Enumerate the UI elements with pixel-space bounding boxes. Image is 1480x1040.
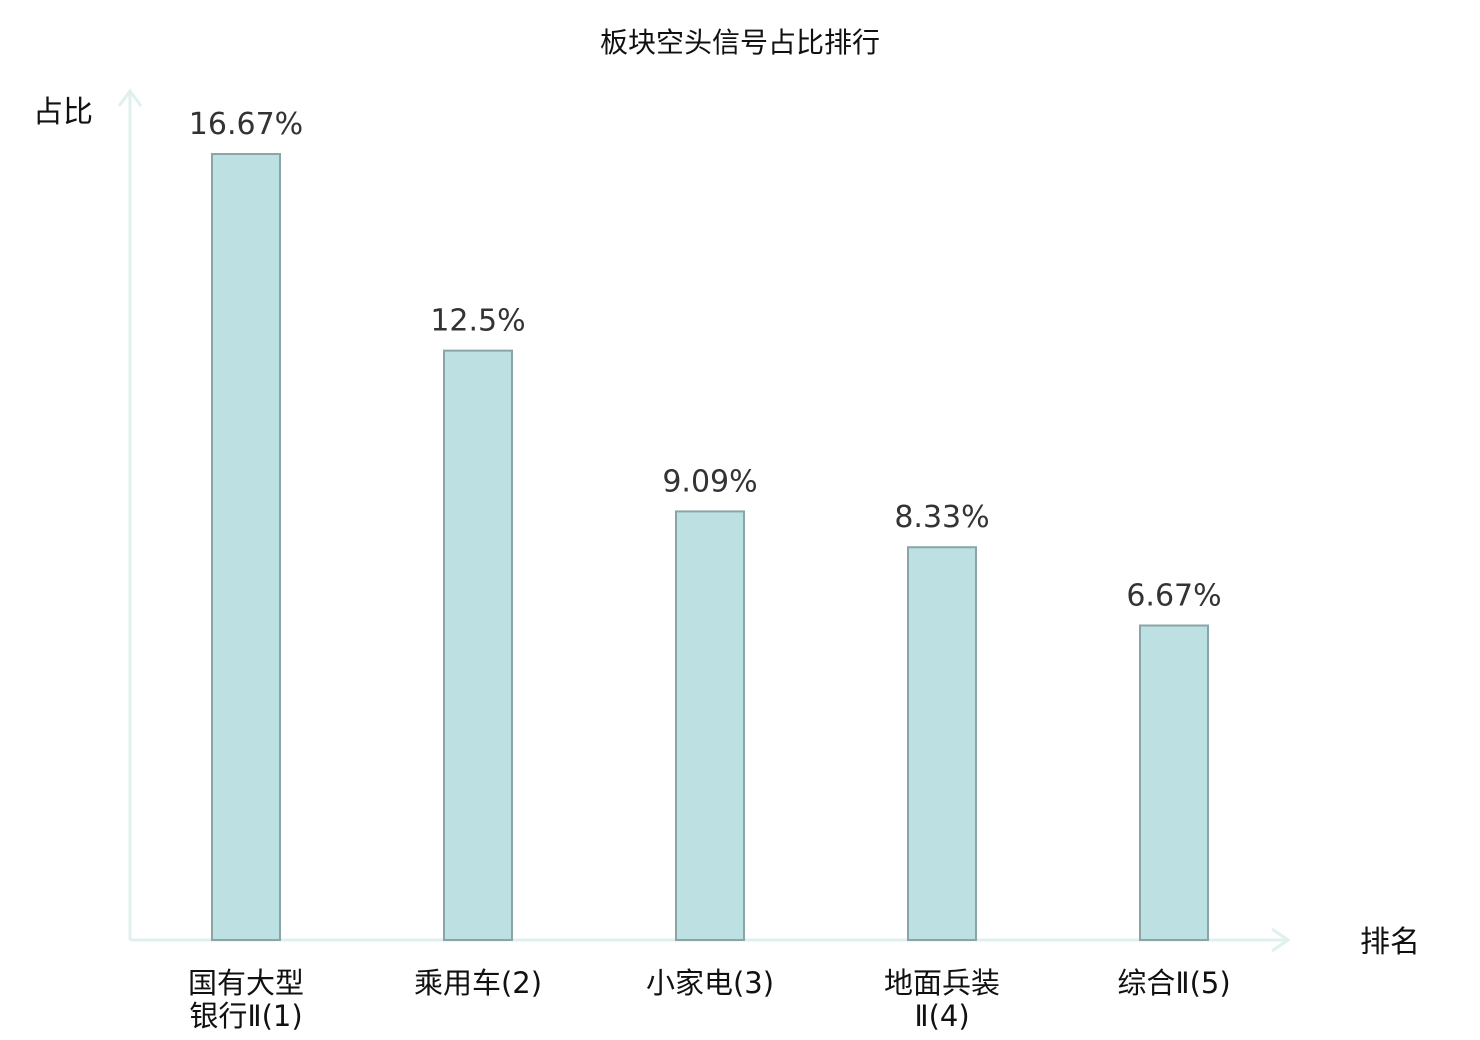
- x-tick-label: 乘用车(2): [414, 966, 542, 1000]
- x-tick-label: 综合Ⅱ(5): [1117, 966, 1230, 1000]
- bar: [443, 349, 513, 941]
- bars-group: [211, 153, 1209, 942]
- x-tick-label: Ⅱ(4): [914, 999, 969, 1033]
- y-axis: [117, 88, 143, 940]
- bar: [1139, 624, 1209, 942]
- y-axis-label: 占比: [33, 95, 93, 130]
- chart-title: 板块空头信号占比排行: [600, 26, 880, 59]
- x-axis-arrow-icon: [1271, 927, 1291, 953]
- x-tick-label: 银行Ⅱ(1): [189, 999, 302, 1033]
- data-label: 16.67%: [189, 107, 303, 142]
- x-tick-label: 小家电(3): [646, 966, 774, 1000]
- x-tick-label: 地面兵装: [884, 966, 1000, 1000]
- y-axis-arrow-icon: [117, 88, 143, 107]
- value-labels-group: 16.67% 12.5% 9.09% 8.33% 6.67%: [189, 107, 1222, 614]
- x-axis-label: 排名: [1360, 925, 1420, 960]
- bar: [907, 546, 977, 941]
- data-label: 6.67%: [1126, 579, 1221, 614]
- bar: [211, 153, 281, 941]
- data-label: 12.5%: [430, 304, 525, 339]
- data-label: 8.33%: [894, 500, 989, 535]
- bar: [675, 510, 745, 941]
- x-tick-label: 国有大型: [188, 966, 304, 1000]
- data-label: 9.09%: [662, 464, 757, 499]
